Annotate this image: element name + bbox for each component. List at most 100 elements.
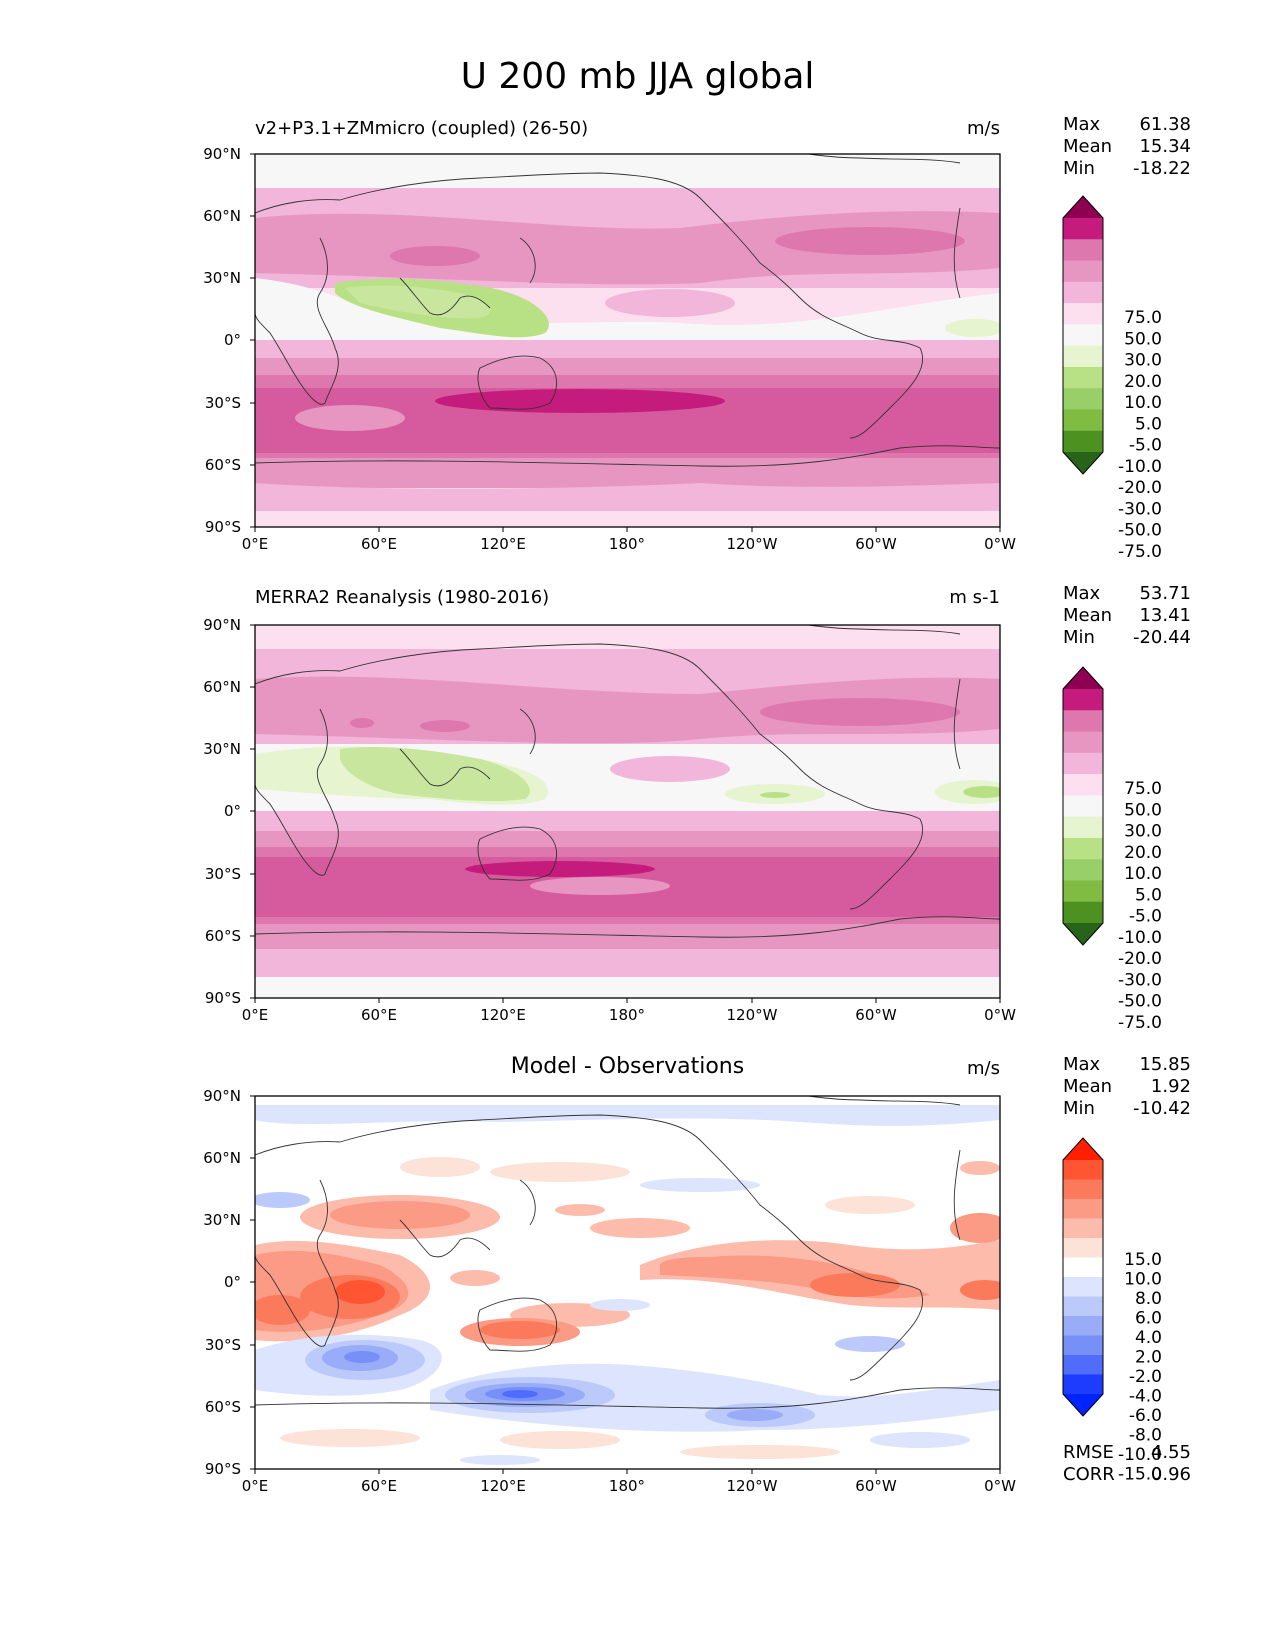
colorbar-tick-label: -10.0 — [1118, 457, 1162, 477]
lon-tick: 60°E — [361, 1477, 397, 1495]
min-label: Min — [1063, 627, 1095, 648]
lat-tick: 60°S — [205, 1398, 241, 1416]
lat-tick: 0° — [224, 1273, 241, 1291]
lat-tick: 90°N — [203, 1087, 241, 1105]
colorbar-segment — [1063, 366, 1103, 389]
colorbar-extend-top — [1063, 667, 1103, 689]
lat-tick: 90°S — [205, 518, 241, 536]
colorbar-extend-bottom — [1063, 923, 1103, 945]
colorbar-segment — [1063, 1296, 1103, 1317]
colorbar-segment — [1063, 218, 1103, 240]
lon-tick: 60°E — [361, 535, 397, 553]
colorbar-tick-label: 2.0 — [1135, 1348, 1162, 1368]
colorbar-tick-label: 75.0 — [1124, 308, 1162, 328]
colorbar-tick-label: 30.0 — [1124, 351, 1162, 371]
colorbar-outline — [1062, 1137, 1104, 1417]
lat-tick: 0° — [224, 331, 241, 349]
contour-field — [255, 154, 1000, 527]
rmse-value: 4.55 — [1150, 1442, 1191, 1463]
lon-tick: 120°E — [480, 1477, 526, 1495]
lat-tick: 90°S — [205, 1460, 241, 1478]
colorbar-segment — [1063, 281, 1103, 304]
units-label: m s-1 — [949, 587, 1000, 608]
max-label: Max — [1063, 1054, 1101, 1075]
lon-axis: 0°E 60°E 120°E 180° 120°W 60°W 0°W — [242, 527, 1016, 553]
lat-tick: 90°S — [205, 989, 241, 1007]
colorbar: 75.050.030.020.010.05.0-5.0-10.0-20.0-30… — [1062, 195, 1162, 562]
colorbar-tick-label: 10.0 — [1124, 393, 1162, 413]
panel-title: v2+P3.1+ZMmicro (coupled) (26-50) — [255, 118, 589, 139]
colorbar-tick-label: -75.0 — [1118, 1013, 1162, 1033]
lon-tick: 180° — [609, 535, 645, 553]
units-label: m/s — [967, 118, 1000, 139]
stats-box: Max 61.38 Mean 15.34 Min -18.22 — [1063, 114, 1191, 180]
colorbar-tick-label: 10.0 — [1124, 1270, 1162, 1290]
lat-tick: 30°N — [203, 269, 241, 287]
colorbar: 75.050.030.020.010.05.0-5.0-10.0-20.0-30… — [1062, 666, 1162, 1033]
colorbar-segment — [1063, 303, 1103, 325]
corr-value: 0.96 — [1150, 1464, 1191, 1485]
colorbar-segment — [1063, 260, 1103, 283]
lat-tick: 60°N — [203, 1149, 241, 1167]
mean-value: 15.34 — [1139, 136, 1191, 157]
colorbar-segment — [1063, 345, 1103, 368]
min-value: -18.22 — [1132, 158, 1191, 179]
lat-tick: 30°S — [205, 865, 241, 883]
units-label: m/s — [967, 1058, 1000, 1079]
mean-label: Mean — [1063, 605, 1113, 626]
colorbar-tick-label: -4.0 — [1129, 1387, 1162, 1407]
colorbar-tick-label: 10.0 — [1124, 864, 1162, 884]
lon-tick: 0°W — [984, 1006, 1016, 1024]
colorbar-extend-top — [1063, 196, 1103, 218]
colorbar-segment — [1063, 1160, 1103, 1180]
lon-tick: 0°W — [984, 535, 1016, 553]
colorbar-tick-label: -8.0 — [1129, 1426, 1162, 1446]
colorbar-tick-label: 5.0 — [1135, 885, 1162, 905]
lon-tick: 60°W — [855, 1006, 897, 1024]
colorbar-segment — [1063, 837, 1103, 860]
colorbar-tick-label: 20.0 — [1124, 372, 1162, 392]
panel-model: v2+P3.1+ZMmicro (coupled) (26-50) m/s Ma… — [0, 114, 1275, 578]
lat-tick: 30°S — [205, 394, 241, 412]
colorbar-tick-label: 20.0 — [1124, 843, 1162, 863]
colorbar-tick-label: 8.0 — [1135, 1289, 1162, 1309]
map-svg: 90°N 60°N 30°N 0° 30°S 60°S 90°S 0°E 60°… — [203, 1087, 1162, 1495]
colorbar-segment — [1063, 1238, 1103, 1258]
mean-label: Mean — [1063, 1076, 1113, 1097]
min-label: Min — [1063, 1098, 1095, 1119]
min-value: -10.42 — [1132, 1098, 1191, 1119]
colorbar-segment — [1063, 1335, 1103, 1356]
mean-value: 13.41 — [1139, 605, 1191, 626]
lon-tick: 120°E — [480, 1006, 526, 1024]
colorbar-segment — [1063, 880, 1103, 903]
lat-tick: 30°S — [205, 1336, 241, 1354]
lon-tick: 120°W — [727, 1006, 778, 1024]
lon-tick: 60°W — [855, 535, 897, 553]
colorbar-tick-label: -10.0 — [1118, 1445, 1162, 1465]
colorbar-extend-top — [1063, 1138, 1103, 1160]
colorbar-segment — [1063, 731, 1103, 754]
lat-tick: 60°N — [203, 678, 241, 696]
colorbar-tick-label: -20.0 — [1118, 478, 1162, 498]
colorbar-segment — [1063, 859, 1103, 881]
lat-tick: 60°S — [205, 927, 241, 945]
colorbar-tick-label: -15.0 — [1118, 1465, 1162, 1485]
colorbar-segment — [1063, 795, 1103, 818]
figure-title: U 200 mb JJA global — [460, 56, 815, 97]
max-label: Max — [1063, 583, 1101, 604]
colorbar-tick-label: 75.0 — [1124, 779, 1162, 799]
colorbar-tick-label: -75.0 — [1118, 542, 1162, 562]
colorbar: 15.010.08.06.04.02.0-2.0-4.0-6.0-8.0-10.… — [1062, 1137, 1162, 1485]
lon-tick: 0°W — [984, 1477, 1016, 1495]
colorbar-tick-label: 30.0 — [1124, 822, 1162, 842]
colorbar-tick-label: -5.0 — [1129, 436, 1162, 456]
colorbar-segment — [1063, 430, 1103, 453]
lat-tick: 30°N — [203, 740, 241, 758]
colorbar-tick-label: 15.0 — [1124, 1250, 1162, 1270]
lon-axis: 0°E 60°E 120°E 180° 120°W 60°W 0°W — [242, 998, 1016, 1024]
colorbar-tick-label: 50.0 — [1124, 800, 1162, 820]
colorbar-segment — [1063, 1316, 1103, 1336]
colorbar-tick-label: -30.0 — [1118, 970, 1162, 990]
lat-axis: 90°N 60°N 30°N 0° 30°S 60°S 90°S — [203, 616, 255, 1007]
colorbar-segment — [1063, 1257, 1103, 1278]
